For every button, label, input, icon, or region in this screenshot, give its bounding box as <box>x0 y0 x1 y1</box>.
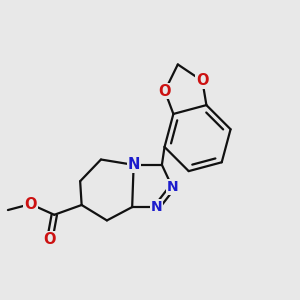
Text: O: O <box>196 74 208 88</box>
Text: N: N <box>128 158 140 172</box>
Text: N: N <box>167 180 178 194</box>
Text: O: O <box>24 196 37 211</box>
Text: O: O <box>158 83 171 98</box>
Text: O: O <box>44 232 56 247</box>
Text: N: N <box>151 200 163 214</box>
